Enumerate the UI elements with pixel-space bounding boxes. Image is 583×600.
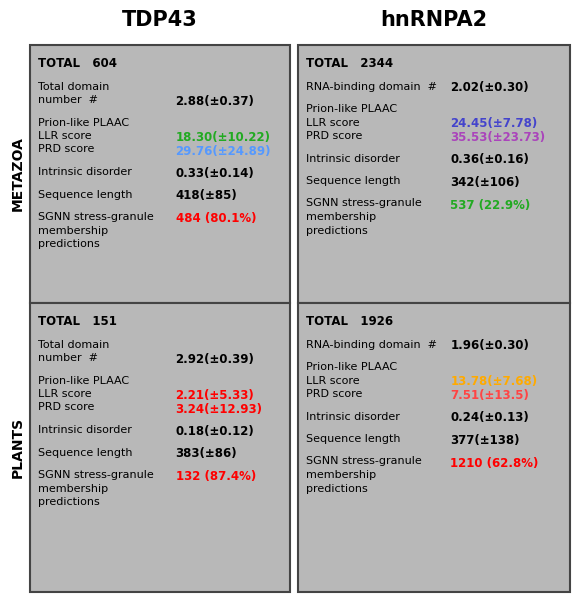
Text: 2.21(±5.33): 2.21(±5.33) <box>175 389 254 402</box>
Text: Prion-like PLAAC: Prion-like PLAAC <box>38 376 129 385</box>
Text: 342(±106): 342(±106) <box>450 176 520 189</box>
Text: Sequence length: Sequence length <box>38 448 132 457</box>
Text: 0.33(±0.14): 0.33(±0.14) <box>175 167 254 180</box>
Text: Total domain: Total domain <box>38 340 110 349</box>
Text: predictions: predictions <box>38 239 100 249</box>
Text: PRD score: PRD score <box>38 403 94 413</box>
Text: Intrinsic disorder: Intrinsic disorder <box>38 425 132 435</box>
Text: number  #: number # <box>38 353 98 363</box>
Text: Prion-like PLAAC: Prion-like PLAAC <box>306 104 397 114</box>
Text: 383(±86): 383(±86) <box>175 448 237 461</box>
Text: Intrinsic disorder: Intrinsic disorder <box>306 412 400 421</box>
Text: 418(±85): 418(±85) <box>175 190 237 202</box>
Text: TOTAL   1926: TOTAL 1926 <box>306 315 393 328</box>
Text: SGNN stress-granule: SGNN stress-granule <box>306 199 422 208</box>
Text: 29.76(±24.89): 29.76(±24.89) <box>175 145 271 157</box>
Text: 18.30(±10.22): 18.30(±10.22) <box>175 131 271 144</box>
Text: LLR score: LLR score <box>38 389 92 399</box>
Text: LLR score: LLR score <box>38 131 92 141</box>
Text: TOTAL   151: TOTAL 151 <box>38 315 117 328</box>
Text: predictions: predictions <box>306 226 368 235</box>
Text: Total domain: Total domain <box>38 82 110 91</box>
Text: 2.88(±0.37): 2.88(±0.37) <box>175 95 254 108</box>
Text: membership: membership <box>38 226 108 235</box>
Text: membership: membership <box>38 484 108 493</box>
Text: 1.96(±0.30): 1.96(±0.30) <box>450 340 529 352</box>
Text: SGNN stress-granule: SGNN stress-granule <box>38 212 154 222</box>
Text: 0.24(±0.13): 0.24(±0.13) <box>450 412 529 425</box>
Text: SGNN stress-granule: SGNN stress-granule <box>306 457 422 467</box>
Text: 2.02(±0.30): 2.02(±0.30) <box>450 82 529 94</box>
FancyBboxPatch shape <box>30 45 290 303</box>
Text: PRD score: PRD score <box>306 131 363 141</box>
Text: 484 (80.1%): 484 (80.1%) <box>175 212 256 225</box>
Text: 0.18(±0.12): 0.18(±0.12) <box>175 425 254 438</box>
Text: PRD score: PRD score <box>306 389 363 399</box>
Text: PLANTS: PLANTS <box>11 417 25 478</box>
Text: TOTAL   604: TOTAL 604 <box>38 57 117 70</box>
FancyBboxPatch shape <box>30 303 290 592</box>
Text: 132 (87.4%): 132 (87.4%) <box>175 470 256 483</box>
Text: RNA-binding domain  #: RNA-binding domain # <box>306 82 437 91</box>
Text: predictions: predictions <box>306 484 368 493</box>
Text: membership: membership <box>306 212 376 222</box>
Text: RNA-binding domain  #: RNA-binding domain # <box>306 340 437 349</box>
Text: LLR score: LLR score <box>306 118 360 127</box>
Text: 377(±138): 377(±138) <box>450 434 520 447</box>
Text: 1210 (62.8%): 1210 (62.8%) <box>450 457 539 469</box>
Text: 24.45(±7.78): 24.45(±7.78) <box>450 118 538 130</box>
Text: 537 (22.9%): 537 (22.9%) <box>450 199 531 211</box>
Text: TOTAL   2344: TOTAL 2344 <box>306 57 393 70</box>
Text: Sequence length: Sequence length <box>38 190 132 199</box>
Text: TDP43: TDP43 <box>122 10 198 30</box>
Text: 0.36(±0.16): 0.36(±0.16) <box>450 154 529 166</box>
Text: Sequence length: Sequence length <box>306 434 401 444</box>
Text: 13.78(±7.68): 13.78(±7.68) <box>450 376 538 389</box>
Text: SGNN stress-granule: SGNN stress-granule <box>38 470 154 480</box>
Text: membership: membership <box>306 470 376 480</box>
Text: 2.92(±0.39): 2.92(±0.39) <box>175 353 254 366</box>
Text: PRD score: PRD score <box>38 145 94 154</box>
Text: hnRNPA2: hnRNPA2 <box>381 10 487 30</box>
Text: Intrinsic disorder: Intrinsic disorder <box>306 154 400 163</box>
Text: METAZOA: METAZOA <box>11 137 25 211</box>
Text: Sequence length: Sequence length <box>306 176 401 186</box>
Text: number  #: number # <box>38 95 98 105</box>
Text: Prion-like PLAAC: Prion-like PLAAC <box>306 362 397 372</box>
Text: 3.24(±12.93): 3.24(±12.93) <box>175 403 262 415</box>
FancyBboxPatch shape <box>298 45 570 303</box>
Text: predictions: predictions <box>38 497 100 507</box>
FancyBboxPatch shape <box>298 303 570 592</box>
Text: LLR score: LLR score <box>306 376 360 385</box>
Text: 7.51(±13.5): 7.51(±13.5) <box>450 389 529 402</box>
Text: 35.53(±23.73): 35.53(±23.73) <box>450 131 546 144</box>
Text: Intrinsic disorder: Intrinsic disorder <box>38 167 132 177</box>
Text: Prion-like PLAAC: Prion-like PLAAC <box>38 118 129 127</box>
